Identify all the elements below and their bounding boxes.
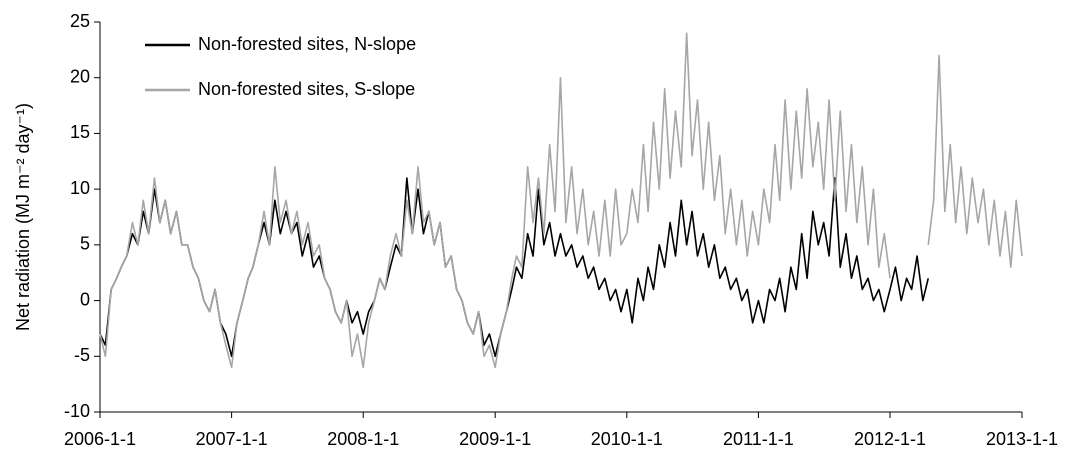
y-axis-label: Net radiation (MJ m⁻² day⁻¹) xyxy=(13,103,33,331)
y-tick-label: -10 xyxy=(64,401,90,421)
x-tick-label: 2012-1-1 xyxy=(854,429,926,449)
x-tick-label: 2010-1-1 xyxy=(591,429,663,449)
x-tick-label: 2009-1-1 xyxy=(459,429,531,449)
y-tick-label: -5 xyxy=(74,345,90,365)
x-tick-label: 2008-1-1 xyxy=(327,429,399,449)
series-line xyxy=(927,54,1023,268)
legend-label: Non-forested sites, N-slope xyxy=(198,34,416,54)
x-tick-label: 2013-1-1 xyxy=(986,429,1058,449)
x-tick-label: 2011-1-1 xyxy=(723,429,794,449)
y-tick-label: 25 xyxy=(70,11,90,31)
y-tick-label: 5 xyxy=(80,234,90,254)
y-tick-label: 10 xyxy=(70,178,90,198)
legend-label: Non-forested sites, S-slope xyxy=(198,79,415,99)
y-tick-label: 20 xyxy=(70,66,90,86)
x-tick-label: 2007-1-1 xyxy=(196,429,268,449)
series-line xyxy=(99,32,891,369)
y-tick-label: 0 xyxy=(80,289,90,309)
y-tick-label: 15 xyxy=(70,122,90,142)
x-tick-label: 2006-1-1 xyxy=(64,429,136,449)
